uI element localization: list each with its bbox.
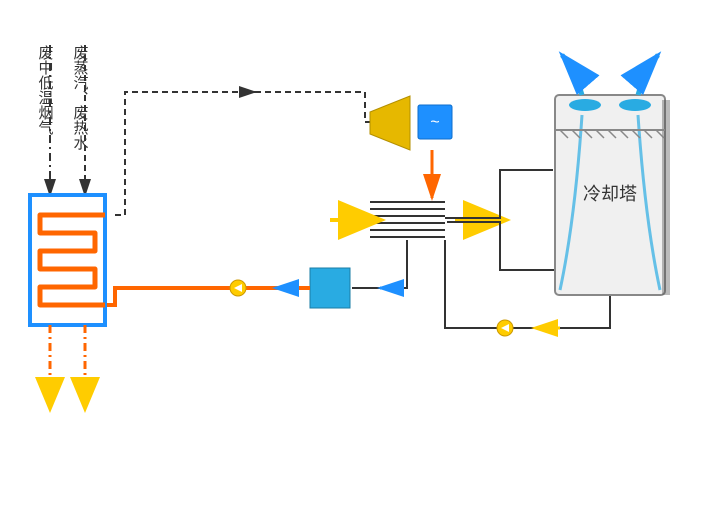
turbine	[370, 96, 410, 150]
hot-water-to-tower	[445, 170, 553, 218]
process-diagram: 废中低温烟气 废蒸汽、废热水 ~	[0, 0, 704, 528]
heat-exchanger-coil	[40, 215, 105, 305]
condensate-line	[352, 240, 407, 288]
cooling-tower: 冷却塔	[555, 55, 670, 295]
cooling-tower-label: 冷却塔	[583, 184, 637, 204]
cold-water-from-tower	[447, 222, 555, 270]
condenser	[370, 202, 445, 237]
vapor-line-2	[255, 92, 370, 122]
vapor-line	[115, 92, 255, 215]
working-fluid-pump	[310, 268, 350, 308]
working-fluid-return	[107, 288, 310, 305]
generator-symbol: ~	[430, 114, 439, 131]
